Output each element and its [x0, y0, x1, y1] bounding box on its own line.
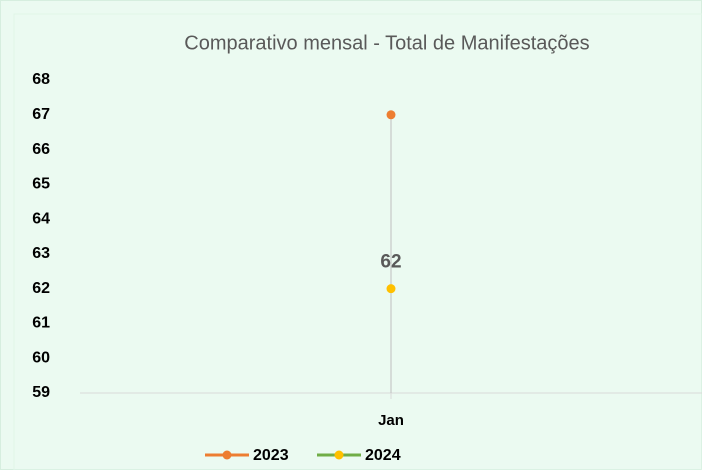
- y-tick-label: 61: [32, 315, 50, 332]
- legend-marker: [222, 450, 232, 460]
- legend-label: 2024: [365, 447, 401, 464]
- y-tick-label: 59: [32, 384, 50, 401]
- y-tick-label: 66: [32, 141, 50, 158]
- y-tick-label: 64: [32, 210, 50, 227]
- chart-title: Comparativo mensal - Total de Manifestaç…: [184, 32, 589, 54]
- legend-label: 2023: [253, 447, 289, 464]
- data-label: 62: [380, 252, 401, 273]
- y-tick-label: 62: [32, 280, 50, 297]
- data-point: [386, 284, 396, 294]
- y-tick-label: 65: [32, 176, 50, 193]
- y-tick-label: 68: [32, 71, 50, 88]
- x-tick-label: Jan: [378, 412, 404, 429]
- y-tick-label: 67: [32, 106, 50, 123]
- chart-frame: [13, 13, 702, 470]
- legend-marker: [334, 450, 344, 460]
- y-tick-label: 60: [32, 349, 50, 366]
- y-tick-label: 63: [32, 245, 50, 262]
- data-point: [386, 110, 396, 120]
